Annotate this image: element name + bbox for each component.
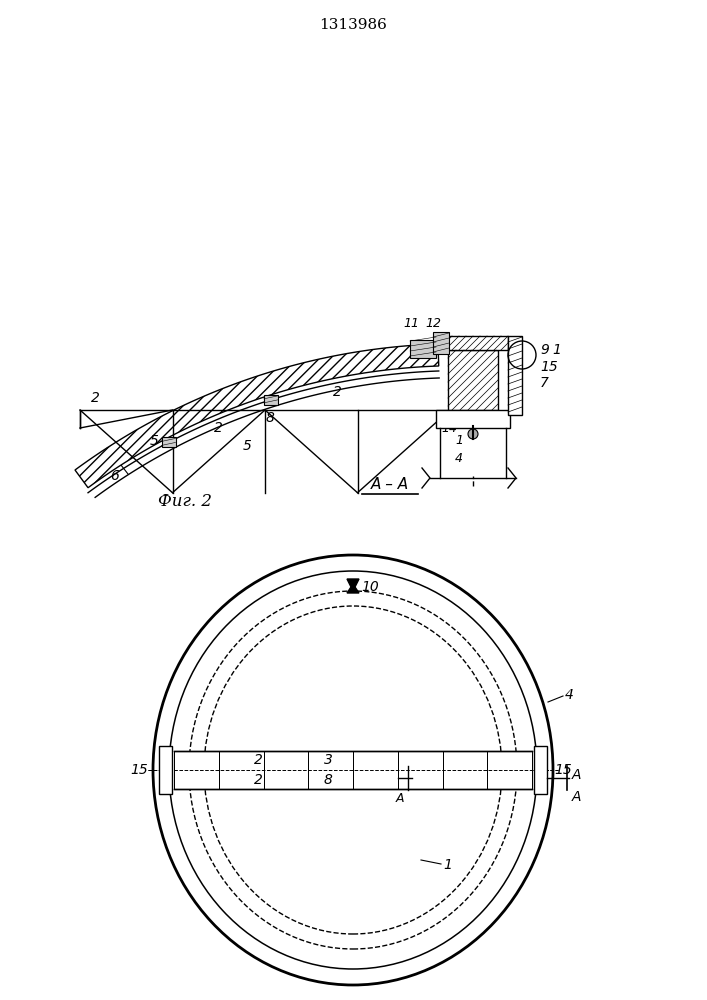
Bar bbox=[161, 437, 175, 447]
Text: А – А: А – А bbox=[371, 477, 409, 492]
Bar bbox=[433, 332, 449, 354]
Text: 4: 4 bbox=[455, 452, 463, 464]
Bar bbox=[438, 336, 508, 350]
Text: 8: 8 bbox=[266, 411, 274, 425]
Text: 10: 10 bbox=[361, 580, 379, 594]
Text: 1313986: 1313986 bbox=[319, 18, 387, 32]
Bar bbox=[448, 350, 498, 410]
Text: Фиг. 2: Фиг. 2 bbox=[158, 493, 212, 510]
Bar bbox=[159, 746, 172, 794]
Text: 15: 15 bbox=[540, 360, 558, 374]
Text: 6: 6 bbox=[110, 469, 119, 483]
Text: 15: 15 bbox=[554, 763, 572, 777]
Bar bbox=[174, 751, 532, 789]
Circle shape bbox=[468, 429, 478, 439]
Polygon shape bbox=[347, 579, 359, 593]
Bar bbox=[534, 746, 547, 794]
Bar bbox=[508, 336, 522, 415]
Text: А: А bbox=[396, 792, 404, 805]
Text: 8: 8 bbox=[324, 773, 332, 787]
Text: 9: 9 bbox=[540, 343, 549, 357]
Text: 1: 1 bbox=[552, 343, 561, 357]
Text: 2: 2 bbox=[90, 391, 100, 405]
Text: 1: 1 bbox=[443, 858, 452, 872]
Text: 2: 2 bbox=[214, 421, 223, 435]
Text: 5: 5 bbox=[243, 439, 252, 453]
Text: A: A bbox=[572, 768, 581, 782]
Polygon shape bbox=[75, 344, 439, 488]
Text: 4: 4 bbox=[565, 688, 574, 702]
Text: 2: 2 bbox=[254, 753, 262, 767]
Text: 2: 2 bbox=[254, 773, 262, 787]
Text: 12: 12 bbox=[425, 317, 441, 330]
Text: 3: 3 bbox=[324, 753, 332, 767]
Bar bbox=[436, 410, 510, 428]
Text: 2: 2 bbox=[333, 385, 342, 399]
Text: 14: 14 bbox=[441, 422, 457, 434]
Text: 15: 15 bbox=[130, 763, 148, 777]
Text: 11: 11 bbox=[403, 317, 419, 330]
Text: A: A bbox=[572, 790, 581, 804]
Text: 1: 1 bbox=[455, 434, 463, 446]
Bar bbox=[410, 340, 436, 358]
Text: 7: 7 bbox=[540, 376, 549, 390]
Bar bbox=[264, 395, 278, 405]
Text: 5: 5 bbox=[150, 434, 159, 448]
